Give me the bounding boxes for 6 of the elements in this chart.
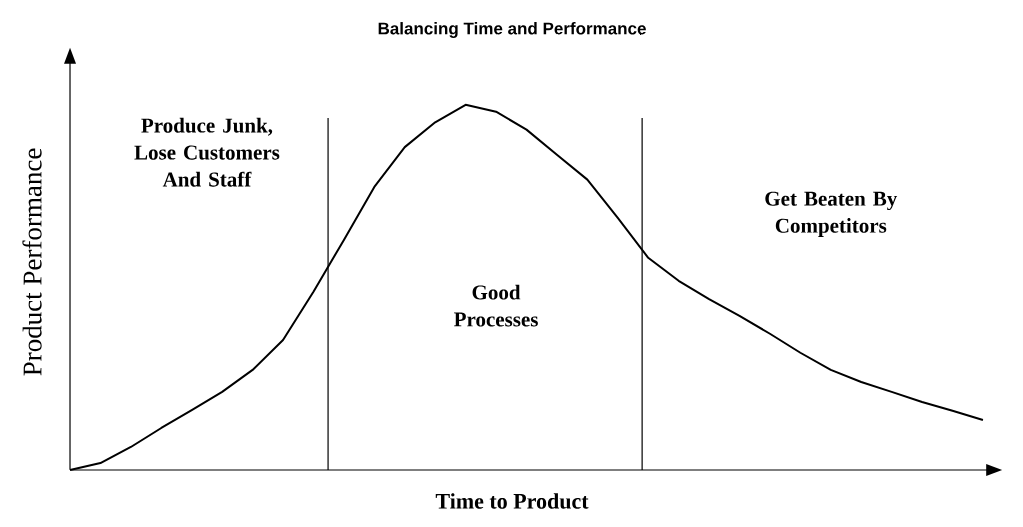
annotation: Good Processes xyxy=(454,284,538,327)
chart-title: Balancing Time and Performance xyxy=(378,22,646,38)
annotation: Produce Junk, Lose Customers And Staff xyxy=(134,117,280,187)
annotation: Get Beaten By Competitors xyxy=(765,191,898,238)
x-axis-title: Time to Product xyxy=(435,493,589,509)
y-axis-title: Product Performance xyxy=(22,148,42,376)
